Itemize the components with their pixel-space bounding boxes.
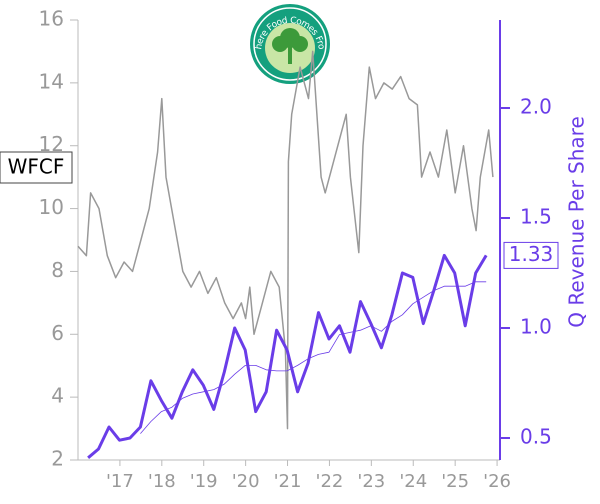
series-line [87,253,488,459]
x-tick-label: '18 [148,471,176,492]
y2-tick-label: 1.5 [520,205,552,229]
x-tick-label: '23 [357,471,385,492]
y2-tick-label: 1.0 [520,315,552,339]
y-tick-label: 2 [51,447,64,471]
y-tick-label: 4 [51,384,64,408]
y2-tick-label: 0.5 [520,425,552,449]
y-tick-label: 10 [39,195,64,219]
x-tick-label: '22 [316,471,344,492]
y-tick-label: 12 [39,132,64,156]
y2-tick-label: 2.0 [520,95,552,119]
logo-ring-inner [253,7,327,81]
logo-tree [272,28,308,64]
ticker: WFCF [8,155,65,179]
x-tick-label: '19 [190,471,218,492]
x-tick-label: '20 [232,471,260,492]
x-tick-label: '21 [274,471,302,492]
last-value-box [503,241,559,269]
y-tick-label: 6 [51,321,64,345]
x-tick-label: '24 [399,471,427,492]
x-tick-label: '25 [441,471,469,492]
series-line [77,50,494,430]
y2-axis-label: Q Revenue Per Share [565,116,589,328]
series-line [140,281,487,434]
y-tick-label: 16 [39,7,64,31]
y-tick-label: 14 [39,69,64,93]
y-tick-label: 8 [51,258,64,282]
x-tick-label: '26 [483,471,511,492]
last-value-label: 1.33 [509,242,554,266]
x-tick-label: '17 [106,471,134,492]
ticker-box [0,151,73,184]
